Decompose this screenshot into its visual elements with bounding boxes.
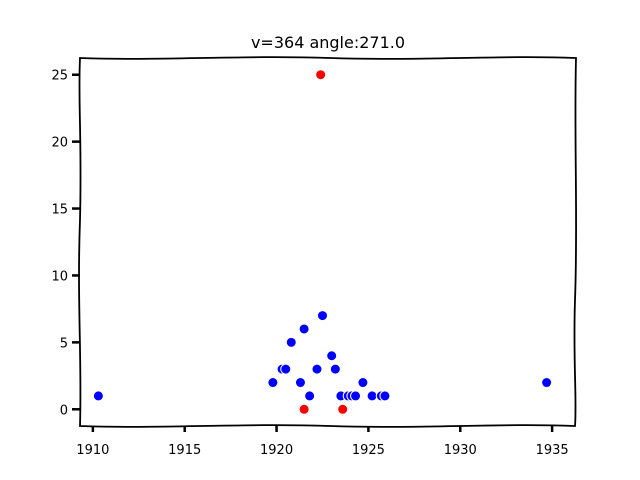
data-point [92,390,104,402]
data-point [326,350,338,362]
data-point [337,403,349,415]
data-point [329,363,341,375]
data-point [366,390,378,402]
plot-frame [78,56,578,428]
y-tick-label: 20 [51,136,68,151]
data-point [267,377,279,389]
x-tick-label: 1910 [76,443,109,458]
y-tick-label: 0 [60,403,68,418]
data-point [294,377,306,389]
data-point [285,336,297,348]
data-point [357,377,369,389]
data-point [298,403,310,415]
x-tick-label: 1915 [168,443,201,458]
axis-ticks: 1910 1915 1920 1925 1930 1935 0 5 10 15 20 25 [51,69,568,458]
chart-title: v=364 angle:271.0 [251,33,405,52]
x-tick-label: 1930 [444,443,477,458]
data-point [298,323,310,335]
y-tick-label: 15 [51,203,68,218]
data-point [541,377,553,389]
data-point [316,310,328,322]
data-point [280,363,292,375]
x-tick-label: 1935 [536,443,569,458]
data-points [92,69,553,415]
x-tick-label: 1920 [260,443,293,458]
y-tick-label: 5 [60,336,68,351]
y-tick-label: 10 [51,269,68,284]
data-point [304,390,316,402]
y-tick-label: 25 [51,69,68,84]
data-point [315,69,327,81]
x-tick-label: 1925 [352,443,385,458]
data-point [379,390,391,402]
data-point [311,363,323,375]
data-point [350,390,362,402]
